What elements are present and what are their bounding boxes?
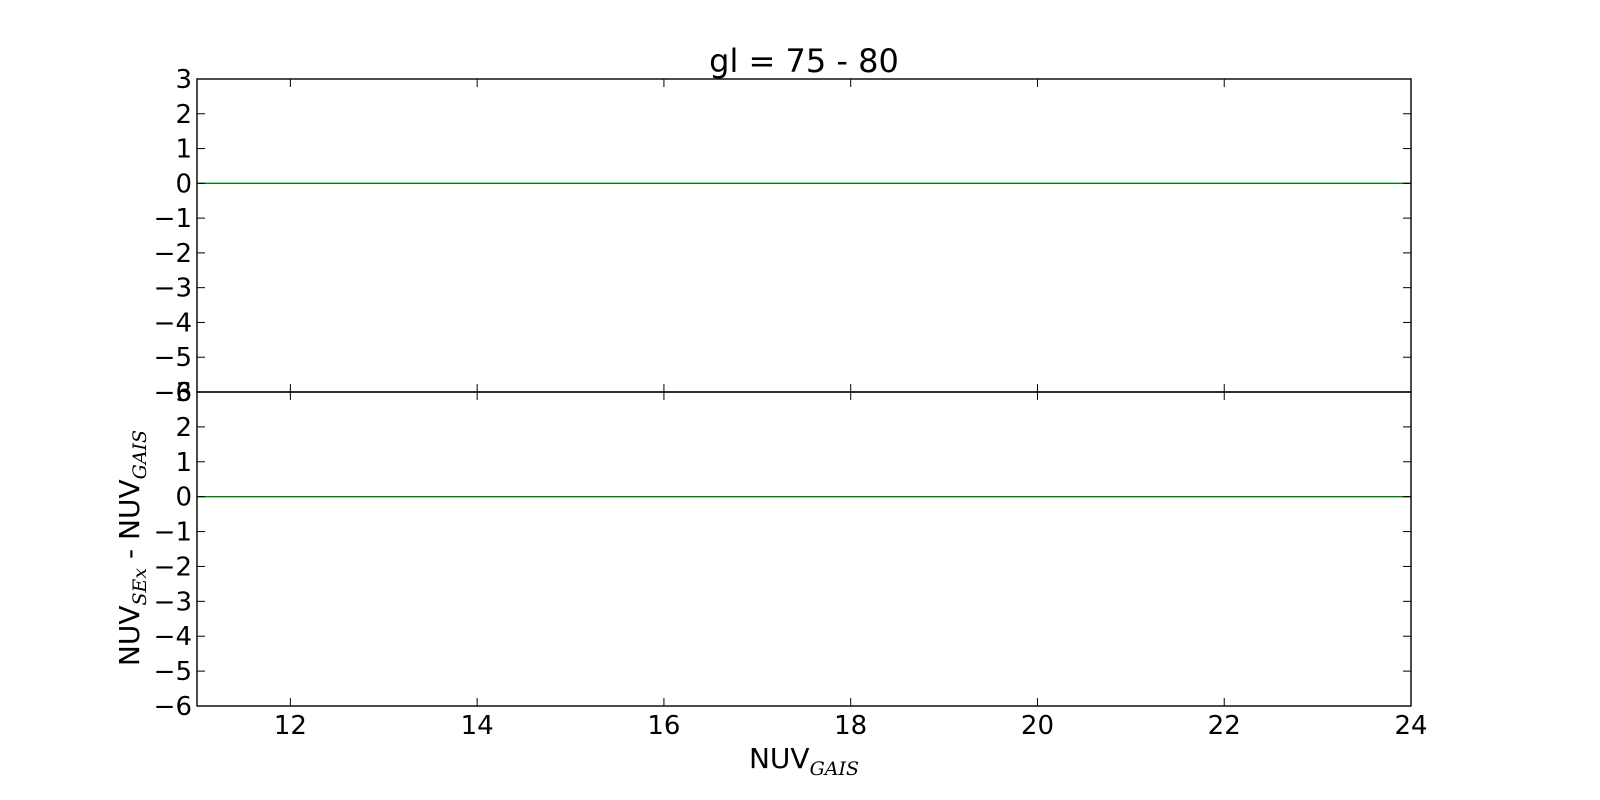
bottom-y-tick-label: 0 xyxy=(175,483,192,513)
top-panel: 3 2 1 0 −1 −2 −3 −4 −5 −6 xyxy=(154,65,1412,408)
x-label-main: NUV xyxy=(749,742,810,775)
bottom-y-tick-label: −6 xyxy=(154,692,192,722)
x-tick-label: 14 xyxy=(461,711,494,741)
bottom-plot-frame xyxy=(196,391,1412,707)
x-tick-label: 22 xyxy=(1208,711,1241,741)
bottom-panel: 3 2 1 0 −1 −2 −3 −4 −5 −6 12 14 16 18 20 22 24 xyxy=(154,378,1428,741)
bottom-y-tick-label: 1 xyxy=(175,448,192,478)
top-y-tick-label: −5 xyxy=(154,343,192,373)
y-label-subscript-2: GAIS xyxy=(129,430,151,479)
x-tick-label: 12 xyxy=(274,711,307,741)
x-label-subscript: GAIS xyxy=(810,758,859,780)
x-tick-label: 20 xyxy=(1021,711,1054,741)
top-y-tick-label: 2 xyxy=(175,100,192,130)
x-tick-label: 16 xyxy=(647,711,680,741)
top-y-tick-label: −4 xyxy=(154,308,192,338)
chart-title: gl = 75 - 80 xyxy=(709,42,899,80)
y-label-subscript-1: SEx xyxy=(129,568,151,606)
x-tick-label: 24 xyxy=(1394,711,1427,741)
x-tick-label: 18 xyxy=(834,711,867,741)
x-axis-label: NUVGAIS xyxy=(749,742,859,780)
bottom-y-tick-label: −3 xyxy=(154,587,192,617)
top-y-tick-label: −3 xyxy=(154,274,192,304)
bottom-y-tick-label: −2 xyxy=(154,552,192,582)
bottom-y-tick-label: 3 xyxy=(175,378,192,408)
y-label-main-1: NUV xyxy=(113,605,146,666)
bottom-y-tick-label: −4 xyxy=(154,622,192,652)
top-y-tick-label: 3 xyxy=(175,65,192,95)
bottom-y-tick-label: 2 xyxy=(175,413,192,443)
top-y-tick-label: −6 xyxy=(154,378,192,408)
y-label-main-2: NUV xyxy=(113,479,146,540)
y-label-separator: - xyxy=(113,540,146,568)
top-y-tick-label: −1 xyxy=(154,204,192,234)
top-y-tick-label: 1 xyxy=(175,135,192,165)
top-y-tick-label: −2 xyxy=(154,239,192,269)
bottom-y-tick-label: −1 xyxy=(154,518,192,548)
top-plot-frame xyxy=(196,78,1412,393)
y-axis-label: NUVSEx - NUVGAIS xyxy=(113,430,151,666)
top-y-tick-label: 0 xyxy=(175,169,192,199)
bottom-y-tick-label: −5 xyxy=(154,657,192,687)
